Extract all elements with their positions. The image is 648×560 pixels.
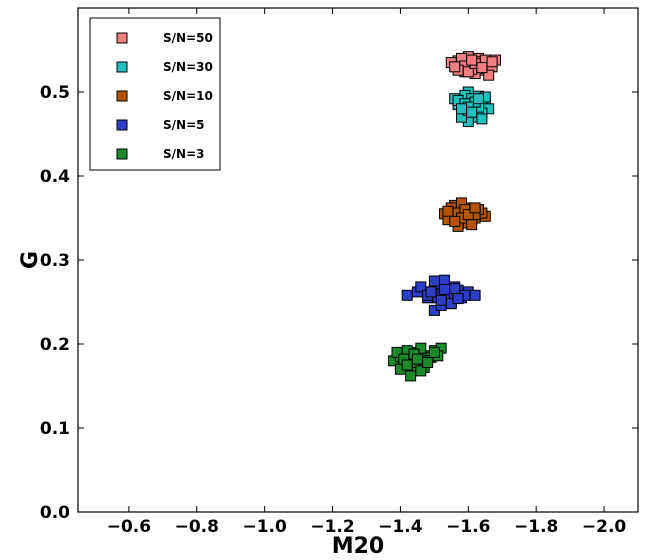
legend: S/N=50 S/N=30 S/N=10 S/N=5 S/N=3 (89, 17, 221, 171)
plot-frame (77, 7, 639, 513)
legend-marker (116, 32, 128, 44)
data-point (422, 357, 434, 368)
legend-marker (116, 148, 128, 160)
data-point (473, 93, 484, 105)
data-point (469, 202, 481, 214)
data-point (435, 294, 447, 306)
legend-label: S/N=30 (163, 60, 213, 74)
data-point (415, 365, 427, 377)
data-point (452, 293, 464, 305)
data-point (486, 56, 498, 68)
legend-label: S/N=50 (163, 31, 213, 45)
data-point (466, 219, 478, 231)
data-point (469, 289, 481, 301)
series-S/N=3 (388, 342, 447, 382)
series-S/N=10 (439, 197, 491, 232)
data-point (401, 289, 413, 301)
data-point (466, 106, 478, 118)
data-point (411, 353, 423, 365)
series-S/N=5 (401, 274, 481, 316)
data-point (462, 66, 474, 78)
y-axis-label: G (18, 251, 43, 269)
x-tick-label: −1.0 (242, 517, 287, 537)
x-tick-label: −1.4 (378, 517, 423, 537)
y-tick-label: 0.1 (40, 419, 70, 439)
data-point (466, 54, 478, 66)
data-point (428, 346, 440, 358)
x-tick-label: −2.0 (582, 517, 627, 537)
y-tick-label: 0.4 (40, 167, 70, 187)
legend-label: S/N=3 (163, 147, 204, 161)
y-tick-label: 0.5 (40, 83, 70, 103)
legend-label: S/N=5 (163, 118, 204, 132)
data-point (425, 286, 437, 298)
x-tick-label: −0.8 (175, 517, 219, 537)
y-tick-label: 0.0 (40, 503, 70, 523)
data-point (476, 62, 488, 74)
series-S/N=50 (445, 51, 501, 81)
legend-marker (116, 119, 128, 131)
data-point (405, 370, 417, 382)
data-point (442, 205, 454, 217)
x-axis-label: M20 (332, 534, 385, 559)
data-point (483, 69, 495, 81)
data-point (401, 359, 413, 371)
x-tick-label: −1.2 (310, 517, 354, 537)
x-tick-label: −1.6 (446, 517, 490, 537)
x-tick-label: −0.6 (107, 517, 151, 537)
series-S/N=30 (449, 86, 495, 127)
y-tick-label: 0.2 (40, 335, 70, 355)
data-point (456, 103, 467, 115)
data-point (439, 283, 450, 295)
data-point (415, 342, 427, 354)
x-tick-label: −1.8 (514, 517, 558, 537)
data-point (439, 274, 450, 286)
data-point (449, 215, 461, 227)
data-point (462, 209, 474, 221)
data-point (476, 113, 488, 125)
data-point (449, 283, 461, 295)
legend-marker (116, 90, 128, 102)
y-tick-label: 0.3 (40, 251, 70, 271)
legend-label: S/N=10 (163, 89, 213, 103)
data-points (388, 51, 501, 382)
legend-box (89, 17, 221, 171)
axis-ticks: −0.6 −0.8 −1.0 −1.2 −1.4 −1.6 −1.8 −2.0 0.0 0.1 0.… (40, 8, 638, 537)
data-point (449, 61, 461, 73)
legend-entries: S/N=50 S/N=30 S/N=10 S/N=5 S/N=3 (116, 31, 213, 161)
legend-marker (116, 61, 128, 73)
data-point (428, 275, 440, 287)
